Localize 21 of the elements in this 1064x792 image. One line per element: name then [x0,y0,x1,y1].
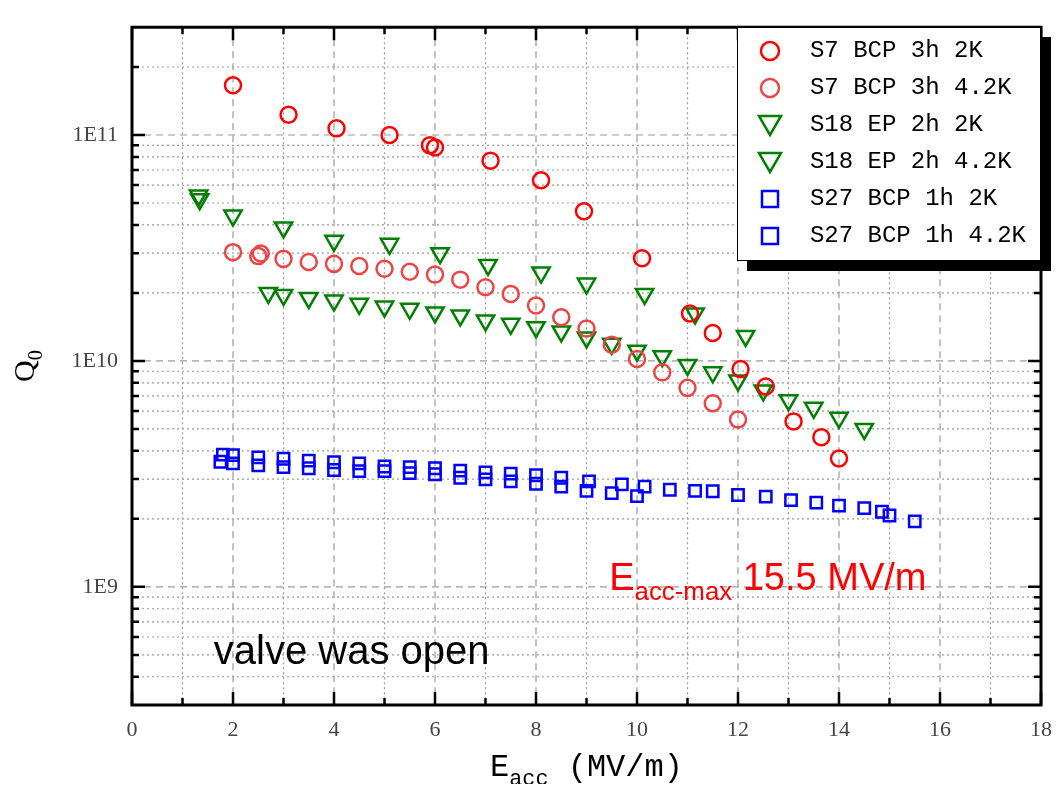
x-tick-label: 2 [227,715,239,741]
legend-label: S18 EP 2h 2K [809,111,983,139]
x-tick-label: 12 [727,715,749,741]
x-tick-label: 6 [429,715,441,741]
x-tick-label: 18 [1030,715,1052,741]
x-tick-label: 4 [328,715,340,741]
x-tick-label: 10 [626,715,648,741]
x-tick-label: 14 [828,715,850,741]
x-tick-label: 0 [126,715,138,741]
y-tick-label: 1E10 [71,346,118,372]
legend-label: S18 EP 2h 4.2K [809,148,1012,176]
legend-label: S27 BCP 1h 2K [809,185,998,213]
legend-label: S27 BCP 1h 4.2K [809,222,1026,250]
y-tick-label: 1E9 [82,572,118,598]
y-tick-label: 1E11 [72,120,118,146]
x-tick-label: 8 [530,715,542,741]
legend-label: S7 BCP 3h 2K [809,37,983,65]
x-tick-label: 16 [929,715,951,741]
annotation: valve was open [213,628,490,673]
legend-label: S7 BCP 3h 4.2K [809,74,1012,102]
y-axis-title: Q0 [7,350,47,383]
